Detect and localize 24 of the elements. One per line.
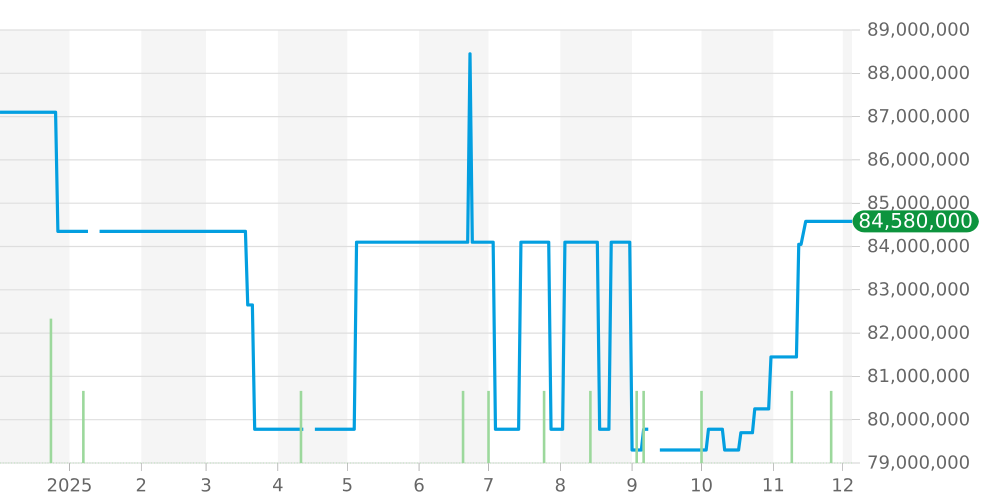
y-tick-label: 87,000,000 — [868, 108, 969, 124]
x-tick-label: 7 — [484, 478, 493, 492]
y-tick-label: 84,000,000 — [868, 238, 969, 254]
y-tick-label: 81,000,000 — [868, 368, 969, 384]
x-tick-label: 2 — [136, 478, 146, 492]
x-tick-label: 4 — [272, 478, 283, 492]
x-tick-label: 10 — [692, 478, 712, 492]
x-tick-label: 5 — [342, 478, 352, 492]
x-tick-label: 8 — [556, 478, 565, 492]
y-tick-label: 83,000,000 — [868, 282, 969, 298]
y-tick-label: 89,000,000 — [868, 22, 969, 38]
x-tick-label: 3 — [202, 478, 210, 492]
x-tick-label: 12 — [833, 478, 852, 492]
annotation: 84,580,000 — [860, 212, 972, 230]
x-tick-label: 11 — [764, 478, 784, 492]
y-tick-label: 82,000,000 — [868, 325, 969, 341]
x-tick-label: 9 — [627, 478, 637, 492]
x-tick-label: 2025 — [48, 478, 91, 492]
y-tick-label: 86,000,000 — [868, 152, 969, 168]
x-tick-label: 6 — [414, 478, 424, 492]
y-tick-label: 79,000,000 — [868, 455, 969, 471]
y-tick-label: 85,000,000 — [868, 195, 969, 211]
y-tick-label: 80,000,000 — [868, 412, 969, 428]
y-tick-label: 88,000,000 — [868, 66, 969, 82]
